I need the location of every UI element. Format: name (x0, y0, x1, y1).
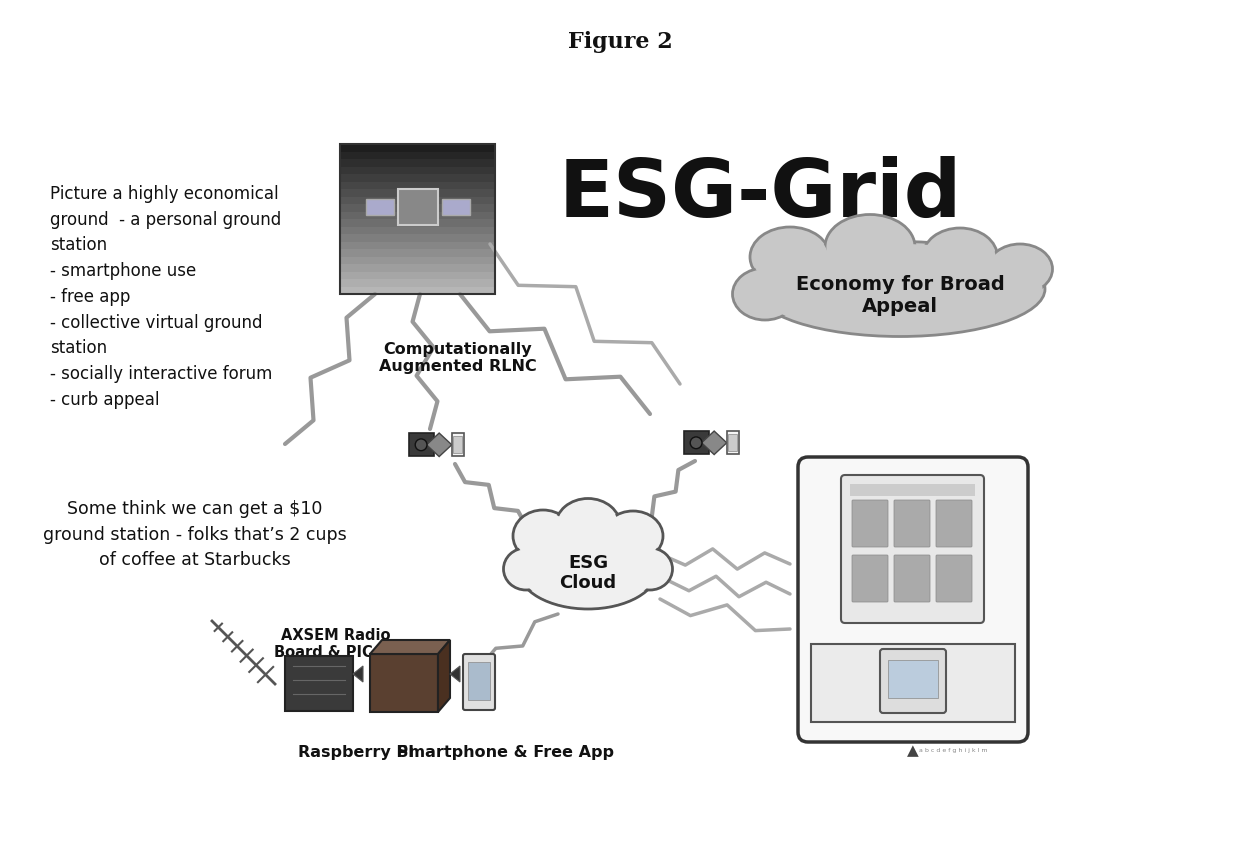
Text: ESG
Cloud: ESG Cloud (559, 553, 616, 592)
Text: ▲: ▲ (908, 743, 919, 758)
FancyBboxPatch shape (398, 189, 438, 226)
FancyBboxPatch shape (849, 485, 975, 497)
FancyBboxPatch shape (340, 220, 495, 227)
FancyBboxPatch shape (936, 500, 972, 548)
FancyBboxPatch shape (467, 662, 490, 700)
Text: AXSEM Radio
Board & PIC 24: AXSEM Radio Board & PIC 24 (274, 628, 398, 660)
Text: a b c d e f g h i j k l m: a b c d e f g h i j k l m (919, 747, 987, 753)
FancyBboxPatch shape (340, 145, 495, 152)
FancyBboxPatch shape (340, 167, 495, 175)
FancyBboxPatch shape (370, 654, 438, 712)
Ellipse shape (733, 269, 797, 320)
FancyBboxPatch shape (340, 235, 495, 242)
Polygon shape (370, 641, 450, 654)
Ellipse shape (506, 550, 547, 588)
Ellipse shape (515, 512, 570, 561)
Ellipse shape (987, 245, 1053, 294)
Ellipse shape (503, 548, 548, 591)
Ellipse shape (513, 511, 573, 562)
FancyBboxPatch shape (683, 431, 709, 455)
Ellipse shape (520, 531, 656, 607)
FancyBboxPatch shape (841, 475, 985, 623)
Text: Raspberry PI: Raspberry PI (298, 744, 414, 759)
FancyBboxPatch shape (340, 189, 495, 197)
FancyBboxPatch shape (453, 437, 463, 454)
FancyBboxPatch shape (340, 183, 495, 189)
FancyBboxPatch shape (811, 644, 1016, 722)
FancyBboxPatch shape (340, 175, 495, 183)
Polygon shape (450, 666, 460, 682)
FancyBboxPatch shape (340, 205, 495, 213)
Text: Smartphone & Free App: Smartphone & Free App (397, 744, 614, 759)
FancyBboxPatch shape (441, 200, 470, 216)
FancyBboxPatch shape (340, 280, 495, 288)
FancyBboxPatch shape (340, 197, 495, 205)
FancyBboxPatch shape (340, 264, 495, 272)
Ellipse shape (605, 513, 661, 560)
Ellipse shape (750, 228, 830, 288)
FancyBboxPatch shape (936, 555, 972, 603)
Ellipse shape (630, 550, 671, 588)
FancyBboxPatch shape (852, 555, 888, 603)
Ellipse shape (518, 530, 658, 610)
Ellipse shape (755, 242, 1045, 338)
Polygon shape (702, 431, 727, 455)
Polygon shape (427, 434, 451, 457)
FancyBboxPatch shape (285, 656, 353, 711)
FancyBboxPatch shape (799, 457, 1028, 742)
Text: Computationally
Augmented RLNC: Computationally Augmented RLNC (379, 342, 537, 374)
FancyBboxPatch shape (340, 242, 495, 250)
Ellipse shape (603, 511, 663, 561)
FancyBboxPatch shape (451, 434, 464, 456)
FancyBboxPatch shape (408, 434, 434, 456)
Ellipse shape (758, 245, 1043, 335)
FancyBboxPatch shape (340, 213, 495, 220)
Text: Some think we can get a $10
ground station - folks that’s 2 cups
of coffee at St: Some think we can get a $10 ground stati… (43, 499, 347, 569)
FancyBboxPatch shape (340, 160, 495, 167)
FancyBboxPatch shape (894, 500, 930, 548)
Ellipse shape (990, 247, 1050, 293)
Text: Picture a highly economical
ground  - a personal ground
station
- smartphone use: Picture a highly economical ground - a p… (50, 185, 281, 408)
FancyBboxPatch shape (463, 654, 495, 710)
Ellipse shape (827, 217, 913, 278)
Ellipse shape (825, 215, 915, 280)
Ellipse shape (627, 548, 672, 591)
Text: Figure 2: Figure 2 (568, 31, 672, 53)
Ellipse shape (925, 231, 996, 285)
Ellipse shape (734, 270, 796, 319)
FancyBboxPatch shape (852, 500, 888, 548)
Text: Economy for Broad
Appeal: Economy for Broad Appeal (796, 274, 1004, 315)
FancyBboxPatch shape (727, 431, 739, 455)
Ellipse shape (751, 230, 828, 286)
Ellipse shape (923, 229, 997, 287)
Circle shape (415, 439, 427, 451)
FancyBboxPatch shape (894, 555, 930, 603)
Circle shape (691, 437, 702, 449)
FancyBboxPatch shape (340, 288, 495, 294)
FancyBboxPatch shape (888, 660, 937, 698)
Text: ESG-Grid: ESG-Grid (558, 156, 962, 233)
FancyBboxPatch shape (880, 649, 946, 713)
FancyBboxPatch shape (728, 435, 738, 452)
FancyBboxPatch shape (340, 250, 495, 257)
FancyBboxPatch shape (340, 227, 495, 235)
FancyBboxPatch shape (340, 152, 495, 160)
Ellipse shape (558, 501, 619, 552)
Polygon shape (353, 666, 363, 682)
Ellipse shape (556, 499, 620, 554)
FancyBboxPatch shape (366, 200, 393, 216)
FancyBboxPatch shape (340, 272, 495, 280)
FancyBboxPatch shape (340, 257, 495, 264)
Polygon shape (438, 641, 450, 712)
